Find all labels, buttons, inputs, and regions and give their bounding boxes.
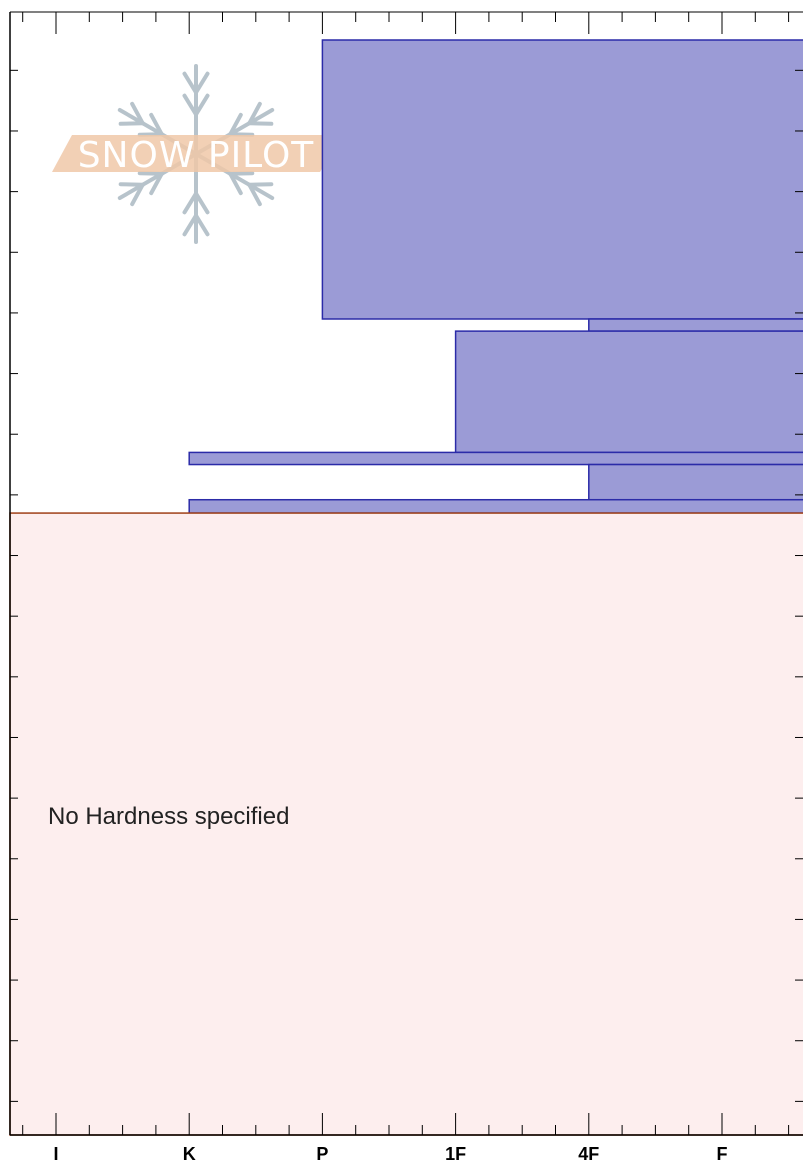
no-hardness-label: No Hardness specified [48,803,289,830]
hardness-layer-bar [188,498,803,514]
x-tick-label: 1F [445,1144,466,1161]
x-tick-label: F [717,1144,728,1161]
hardness-layer-bar [588,318,803,332]
unspecified-region-fill [9,512,803,1136]
snow-pilot-logo: SNOW PILOT [52,64,342,244]
hardness-layer-bar [588,463,803,501]
x-tick-label: K [183,1144,196,1161]
axes: I K P 1F 4F F [9,11,803,1161]
logo-band [52,135,342,172]
hardness-layer-bar [454,330,803,454]
hardness-layers [188,39,803,514]
unspecified-region: No Hardness specified [9,512,803,1136]
x-tick-label: P [316,1144,328,1161]
x-tick-label: I [53,1144,58,1161]
x-tick-label: 4F [578,1144,599,1161]
logo-text: SNOW PILOT [78,135,315,176]
hardness-layer-bar [188,451,803,466]
hardness-layer-bar [321,39,803,320]
